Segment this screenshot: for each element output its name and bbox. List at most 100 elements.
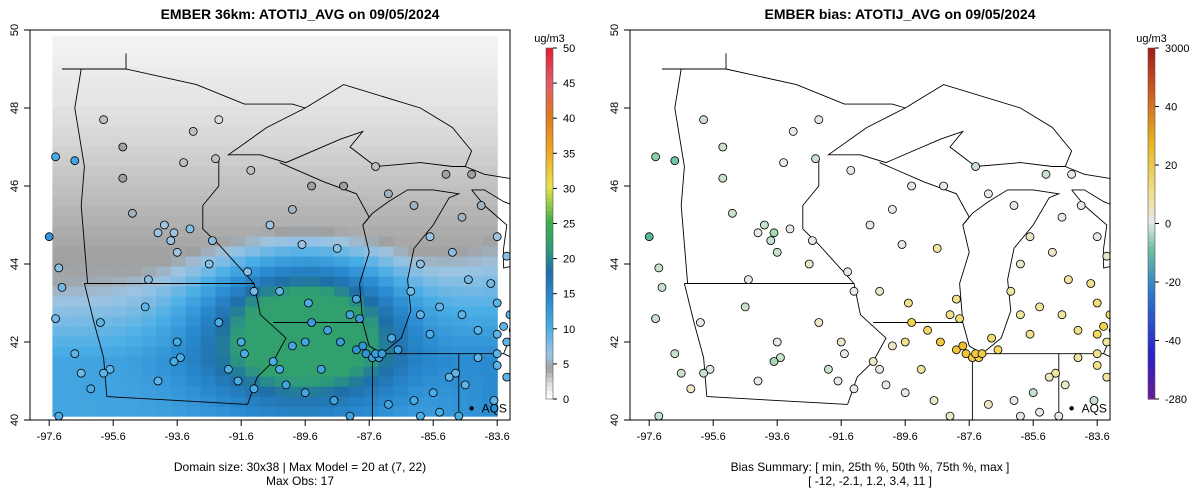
heatmap-cell <box>259 266 276 277</box>
heatmap-cell <box>482 165 498 177</box>
heatmap-cell <box>230 366 246 377</box>
heatmap-cell <box>67 165 83 177</box>
heatmap-cell <box>423 205 439 217</box>
station-point <box>236 337 246 347</box>
heatmap-cell <box>126 336 142 347</box>
heatmap-cell <box>96 296 113 307</box>
heatmap-cell <box>126 215 142 227</box>
heatmap-cell <box>304 396 320 407</box>
heatmap-cell <box>200 336 217 347</box>
heatmap-cell <box>319 245 335 257</box>
heatmap-cell <box>215 105 231 117</box>
heatmap-cell <box>467 185 483 197</box>
heatmap-cell <box>230 396 246 407</box>
heatmap-cell <box>452 336 469 347</box>
colorbar-segment <box>546 175 553 181</box>
heatmap-cell <box>82 195 98 207</box>
station-point <box>907 181 916 191</box>
colorbar-segment <box>1148 390 1155 396</box>
heatmap-cell <box>452 396 469 407</box>
heatmap-cell <box>96 346 113 357</box>
heatmap-cell <box>141 155 157 167</box>
heatmap-cell <box>334 205 350 217</box>
station-point <box>1073 325 1083 335</box>
station-point <box>118 142 128 152</box>
heatmap-cell <box>185 296 202 307</box>
heatmap-cell <box>52 406 68 417</box>
station-point <box>159 220 169 230</box>
heatmap-cell <box>304 115 320 127</box>
heatmap-cell <box>378 65 395 77</box>
heatmap-cell <box>334 326 350 337</box>
station-point <box>1086 279 1096 288</box>
colorbar-segment <box>1148 192 1155 198</box>
heatmap-cell <box>156 336 172 347</box>
heatmap-cell <box>156 155 172 167</box>
heatmap-cell <box>378 356 395 367</box>
heatmap-cell <box>408 45 424 57</box>
heatmap-cell <box>259 95 276 107</box>
station-point <box>958 341 968 351</box>
left-colorbar-tick-label: 10 <box>563 324 575 336</box>
heatmap-cell <box>126 115 142 127</box>
left-colorbar-tick-label: 20 <box>563 254 575 266</box>
colorbar-segment <box>1148 394 1155 400</box>
heatmap-cell <box>230 276 246 287</box>
heatmap-cell <box>126 155 142 167</box>
station-point <box>486 279 496 288</box>
colorbar-segment <box>1148 381 1155 387</box>
heatmap-cell <box>467 45 483 57</box>
heatmap-cell <box>482 286 498 297</box>
heatmap-cell <box>437 95 454 107</box>
colorbar-segment <box>1148 298 1155 304</box>
heatmap-cell <box>393 55 409 67</box>
heatmap-cell <box>156 225 172 237</box>
colorbar-segment <box>546 87 553 93</box>
heatmap-cell <box>304 406 320 417</box>
colorbar-segment <box>546 346 553 352</box>
heatmap-cell <box>259 185 276 197</box>
heatmap-cell <box>185 255 202 267</box>
heatmap-cell <box>171 276 187 287</box>
heatmap-cell <box>200 125 217 137</box>
heatmap-cell <box>200 326 217 337</box>
heatmap-cell <box>111 266 128 277</box>
station-point <box>492 360 502 370</box>
heatmap-cell <box>348 45 365 57</box>
left-stations <box>44 115 510 420</box>
heatmap-cell <box>171 386 187 397</box>
heatmap-cell <box>111 135 128 147</box>
heatmap-cell <box>259 336 276 347</box>
heatmap-cell <box>437 175 454 187</box>
heatmap-cell <box>259 145 276 157</box>
heatmap-cell <box>215 185 231 197</box>
heatmap-cell <box>215 396 231 407</box>
station-point <box>1025 329 1035 339</box>
station-point <box>172 337 182 347</box>
colorbar-segment <box>546 372 553 378</box>
heatmap-cell <box>437 346 454 357</box>
heatmap-cell <box>96 195 113 207</box>
heatmap-cell <box>378 75 395 87</box>
heatmap-cell <box>52 195 68 207</box>
heatmap-cell <box>408 245 424 257</box>
station-point <box>489 396 499 405</box>
colorbar-segment <box>546 359 553 365</box>
heatmap-cell <box>274 185 291 197</box>
colorbar-segment <box>1148 355 1155 361</box>
heatmap-cell <box>289 225 306 237</box>
heatmap-cell <box>52 296 68 307</box>
station-point <box>287 341 297 351</box>
heatmap-cell <box>82 75 98 87</box>
heatmap-cell <box>96 145 113 157</box>
right-y-tick-label: 46 <box>609 180 621 192</box>
heatmap-cell <box>274 316 291 327</box>
heatmap-cell <box>467 386 483 397</box>
heatmap-cell <box>67 356 83 367</box>
heatmap-cell <box>437 185 454 197</box>
heatmap-cell <box>171 296 187 307</box>
heatmap-cell <box>259 235 276 247</box>
heatmap-cell <box>185 45 202 57</box>
heatmap-cell <box>378 195 395 207</box>
station-point <box>502 337 510 347</box>
